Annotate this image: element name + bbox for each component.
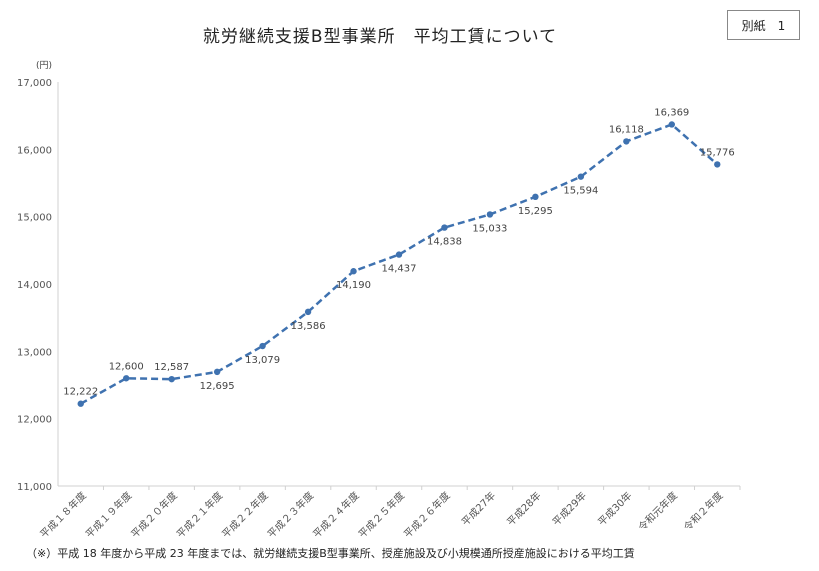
- data-label: 12,600: [109, 361, 144, 372]
- x-tick-label: 平成28年: [504, 489, 543, 528]
- data-point: [714, 161, 721, 168]
- data-label: 16,369: [654, 107, 689, 118]
- data-label: 15,033: [472, 223, 507, 234]
- data-point: [668, 121, 675, 128]
- data-point: [350, 268, 357, 275]
- x-tick-label: 平成２３年度: [265, 489, 317, 541]
- data-point: [77, 400, 84, 407]
- data-point: [259, 342, 266, 350]
- data-point: [441, 224, 448, 231]
- data-label: 14,838: [427, 237, 462, 248]
- x-tick-label: 平成27年: [459, 489, 498, 528]
- data-point: [395, 251, 403, 258]
- data-point: [123, 375, 130, 382]
- data-label: 14,437: [382, 264, 417, 275]
- x-tick-label: 平成２４年度: [310, 489, 362, 541]
- x-tick-label: 平成30年: [595, 489, 634, 528]
- data-label: 13,079: [245, 355, 280, 366]
- data-point: [623, 138, 630, 145]
- x-tick-label: 平成１９年度: [83, 489, 135, 541]
- attachment-label: 別紙 1: [727, 10, 800, 40]
- data-label: 12,587: [154, 362, 189, 373]
- data-label: 12,695: [200, 381, 235, 392]
- data-point: [577, 173, 585, 180]
- data-label: 15,594: [563, 186, 598, 197]
- y-tick-label: 14,000: [17, 280, 52, 291]
- data-point: [213, 368, 221, 376]
- data-label: 13,586: [291, 321, 326, 332]
- x-tick-label: 平成２６年度: [401, 489, 453, 541]
- y-tick-label: 12,000: [17, 415, 52, 426]
- series-line: [80, 123, 719, 405]
- x-tick-label: 平成２１年度: [174, 489, 226, 541]
- x-tick-label: 令和元年度: [635, 489, 680, 534]
- data-point: [532, 193, 539, 201]
- x-tick-label: 平成２２年度: [219, 489, 271, 541]
- data-point: [486, 211, 494, 218]
- y-tick-label: 13,000: [17, 347, 52, 358]
- data-label: 15,295: [518, 206, 553, 217]
- data-point: [304, 308, 312, 316]
- page-title: 就労継続支援B型事業所 平均工賃について: [202, 27, 558, 47]
- y-tick-label: 15,000: [17, 213, 52, 224]
- y-axis-unit: (円): [36, 60, 52, 71]
- data-label: 14,190: [336, 280, 371, 291]
- data-point: [168, 375, 175, 383]
- x-tick-label: 平成２５年度: [356, 489, 408, 541]
- data-label: 12,222: [63, 387, 98, 398]
- y-tick-label: 11,000: [17, 482, 52, 493]
- y-tick-label: 16,000: [17, 145, 52, 156]
- x-tick-label: 平成１８年度: [37, 489, 89, 541]
- y-tick-label: 17,000: [17, 78, 52, 89]
- x-tick-label: 平成２０年度: [128, 489, 180, 541]
- data-label: 15,776: [700, 147, 735, 158]
- footnote: （※）平成 18 年度から平成 23 年度までは、就労継続支援B型事業所、授産施…: [26, 547, 635, 560]
- data-label: 16,118: [609, 124, 644, 135]
- x-tick-label: 平成29年: [550, 489, 589, 528]
- x-tick-label: 令和２年度: [681, 489, 726, 534]
